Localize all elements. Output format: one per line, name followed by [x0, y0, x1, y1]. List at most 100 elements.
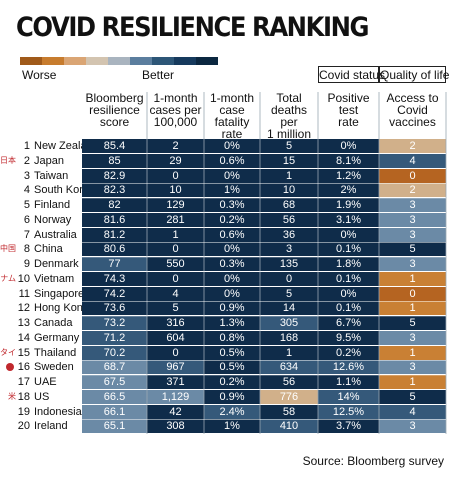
table-cell: 1% — [204, 419, 260, 434]
table-cell: 2 — [147, 139, 204, 153]
table-cell: 68.7 — [82, 360, 147, 375]
table-cell: 5 — [379, 389, 446, 404]
table-cell: 0.9% — [204, 389, 260, 404]
rank-label: 1 — [23, 140, 30, 152]
table-cell: 634 — [260, 360, 318, 375]
table-cell: 12.6% — [318, 360, 379, 375]
country-name: China — [34, 243, 63, 256]
table-cell: 3 — [379, 360, 446, 375]
scale-swatch — [108, 57, 130, 65]
country-name: Ireland — [34, 420, 68, 433]
table-cell: 5 — [379, 242, 446, 257]
table-cell: 1.2% — [318, 168, 379, 183]
table-cell: 410 — [260, 419, 318, 434]
table-cell: 135 — [260, 257, 318, 271]
table-cell: 70.2 — [82, 345, 147, 360]
table-cell: 66.1 — [82, 404, 147, 419]
table-cell: 73.2 — [82, 316, 147, 330]
table-cell: 308 — [147, 419, 204, 434]
table-cell: 3 — [379, 257, 446, 271]
table-cell: 3.1% — [318, 212, 379, 227]
table-cell: 66.5 — [82, 389, 147, 404]
table-cell: 67.5 — [82, 375, 147, 389]
table-cell: 4 — [379, 153, 446, 168]
table-cell: 82.3 — [82, 183, 147, 198]
table-cell: 65.1 — [82, 419, 147, 434]
table-cell: 0 — [147, 168, 204, 183]
table-cell: 3 — [379, 330, 446, 345]
table-cell: 3 — [379, 419, 446, 434]
country-name: Singapore — [34, 287, 85, 300]
color-scale-legend — [20, 57, 218, 65]
table-cell: 6.7% — [318, 316, 379, 330]
table-cell: 8.1% — [318, 153, 379, 168]
table-cell: 14% — [318, 389, 379, 404]
table-cell: 0.6% — [204, 153, 260, 168]
table-cell: 5 — [147, 301, 204, 316]
table-cell: 58 — [260, 404, 318, 419]
table-cell: 0.5% — [204, 360, 260, 375]
country-name: Japan — [34, 154, 64, 167]
table-cell: 316 — [147, 316, 204, 330]
country-name: Finland — [34, 199, 71, 211]
table-cell: 2% — [318, 183, 379, 198]
table-cell: 0% — [318, 286, 379, 301]
table-cell: 1.3% — [204, 316, 260, 330]
table-cell: 14 — [260, 301, 318, 316]
table-cell: 10 — [260, 183, 318, 198]
table-cell: 0% — [318, 227, 379, 242]
table-cell: 0.1% — [318, 242, 379, 257]
table-cell: 15 — [260, 153, 318, 168]
table-cell: 305 — [260, 316, 318, 330]
scale-worse-label: Worse — [22, 68, 57, 82]
table-cell: 3 — [379, 198, 446, 212]
rank-label: 2 — [23, 154, 30, 167]
country-name: Germany — [34, 331, 80, 344]
country-annotation: タイ — [0, 347, 16, 357]
table-cell: 3 — [260, 242, 318, 257]
rank-label: 17 — [17, 376, 30, 388]
table-cell: 1.8% — [318, 257, 379, 271]
rank-label: 4 — [23, 184, 30, 197]
table-cell: 2 — [379, 183, 446, 198]
column-header: 1-month cases per 100,000 — [149, 91, 202, 129]
table-cell: 129 — [147, 198, 204, 212]
country-name: UAE — [34, 376, 57, 388]
scale-swatch — [130, 57, 152, 65]
table-cell: 81.6 — [82, 212, 147, 227]
table-cell: 0.3% — [204, 257, 260, 271]
country-name: Denmark — [34, 258, 79, 270]
table-cell: 3.7% — [318, 419, 379, 434]
country-name: Norway — [34, 213, 72, 226]
table-cell: 0 — [260, 271, 318, 286]
table-cell: 0% — [318, 139, 379, 153]
scale-swatch — [64, 57, 86, 65]
table-cell: 0.8% — [204, 330, 260, 345]
rank-label: 19 — [17, 405, 30, 418]
column-header: Positive test rate — [327, 91, 370, 129]
table-cell: 29 — [147, 153, 204, 168]
table-cell: 5 — [260, 139, 318, 153]
country-name: US — [34, 390, 50, 403]
column-header: Total deaths per 1 million — [266, 91, 311, 141]
table-cell: 0 — [147, 242, 204, 257]
rank-label: 18 — [17, 390, 30, 403]
country-name: Australia — [34, 228, 77, 241]
table-cell: 776 — [260, 389, 318, 404]
table-cell: 371 — [147, 375, 204, 389]
table-cell: 0.9% — [204, 301, 260, 316]
table-cell: 1 — [260, 345, 318, 360]
table-cell: 1 — [260, 168, 318, 183]
country-annotation: 日本 — [0, 155, 16, 165]
quality-of-life-group-label: Quality of life — [379, 66, 450, 83]
table-cell: 74.2 — [82, 286, 147, 301]
table-cell: 0.2% — [204, 375, 260, 389]
table-cell: 0% — [204, 271, 260, 286]
table-cell: 12.5% — [318, 404, 379, 419]
table-cell: 73.6 — [82, 301, 147, 316]
rank-label: 14 — [17, 331, 30, 344]
table-cell: 1% — [204, 183, 260, 198]
table-cell: 0 — [379, 286, 446, 301]
country-name: Sweden — [34, 361, 74, 374]
table-cell: 4 — [147, 286, 204, 301]
